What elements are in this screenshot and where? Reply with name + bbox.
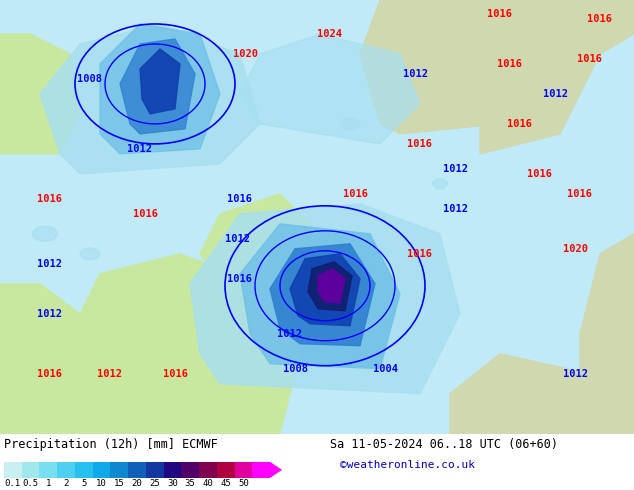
Text: 1016: 1016	[507, 119, 533, 129]
Text: 1016: 1016	[488, 9, 512, 19]
Text: 1016: 1016	[588, 14, 612, 24]
Ellipse shape	[432, 179, 448, 189]
Text: 1012: 1012	[443, 204, 467, 214]
Text: 1012: 1012	[127, 144, 153, 154]
Text: 0.1: 0.1	[5, 479, 21, 488]
Text: 0.5: 0.5	[23, 479, 39, 488]
Ellipse shape	[32, 226, 58, 241]
Polygon shape	[100, 24, 220, 154]
Text: 20: 20	[132, 479, 143, 488]
Text: 1016: 1016	[578, 54, 602, 64]
Text: 1016: 1016	[567, 189, 593, 199]
Ellipse shape	[80, 248, 100, 260]
Bar	[110, 462, 128, 478]
Text: 1012: 1012	[37, 259, 63, 269]
Text: 15: 15	[114, 479, 125, 488]
Text: 1012: 1012	[443, 164, 467, 174]
Polygon shape	[60, 254, 300, 434]
Bar	[217, 462, 235, 478]
Text: 45: 45	[220, 479, 231, 488]
Text: 5: 5	[81, 479, 86, 488]
Text: 1016: 1016	[498, 59, 522, 69]
Bar	[199, 462, 217, 478]
Text: 1012: 1012	[543, 89, 567, 99]
Ellipse shape	[340, 118, 360, 130]
Text: ©weatheronline.co.uk: ©weatheronline.co.uk	[340, 460, 475, 470]
Text: 1004: 1004	[373, 364, 398, 374]
Text: 1012: 1012	[226, 234, 250, 244]
Text: 1020: 1020	[233, 49, 257, 59]
Text: 10: 10	[96, 479, 107, 488]
Bar	[146, 462, 164, 478]
Text: 1016: 1016	[162, 368, 188, 379]
Polygon shape	[450, 354, 634, 434]
Text: 1012: 1012	[403, 69, 427, 79]
Polygon shape	[140, 49, 180, 114]
Text: 1024: 1024	[318, 29, 342, 39]
Bar	[22, 462, 39, 478]
Polygon shape	[240, 224, 400, 368]
Bar	[4, 462, 22, 478]
Text: 1012: 1012	[278, 329, 302, 339]
Text: Precipitation (12h) [mm] ECMWF: Precipitation (12h) [mm] ECMWF	[4, 438, 217, 451]
Bar	[39, 462, 57, 478]
Text: 1016: 1016	[228, 194, 252, 204]
Text: 1008: 1008	[77, 74, 103, 84]
Ellipse shape	[371, 249, 389, 259]
Polygon shape	[270, 244, 375, 346]
Text: Sa 11-05-2024 06..18 UTC (06+60): Sa 11-05-2024 06..18 UTC (06+60)	[330, 438, 558, 451]
Bar	[57, 462, 75, 478]
Text: 1012: 1012	[98, 368, 122, 379]
Text: 1016: 1016	[527, 169, 552, 179]
Text: 25: 25	[150, 479, 160, 488]
Text: 1016: 1016	[133, 209, 157, 219]
Text: 2: 2	[63, 479, 68, 488]
Bar	[164, 462, 181, 478]
Text: 40: 40	[202, 479, 213, 488]
Text: 1016: 1016	[37, 368, 63, 379]
Text: 1012: 1012	[562, 368, 588, 379]
Polygon shape	[290, 254, 360, 326]
FancyArrow shape	[270, 462, 282, 478]
Text: 35: 35	[185, 479, 195, 488]
Text: 30: 30	[167, 479, 178, 488]
Polygon shape	[0, 284, 100, 434]
Text: 1012: 1012	[37, 309, 63, 319]
Text: 1: 1	[46, 479, 51, 488]
Text: 1016: 1016	[408, 249, 432, 259]
Polygon shape	[200, 194, 320, 294]
Polygon shape	[190, 204, 460, 393]
Text: 1020: 1020	[562, 244, 588, 254]
Bar	[235, 462, 252, 478]
Polygon shape	[360, 0, 520, 134]
Text: 1008: 1008	[283, 364, 307, 374]
Text: 1016: 1016	[342, 189, 368, 199]
Polygon shape	[120, 39, 195, 134]
Polygon shape	[308, 262, 352, 311]
Polygon shape	[0, 34, 80, 154]
Polygon shape	[240, 34, 420, 144]
Polygon shape	[480, 0, 634, 154]
Bar	[75, 462, 93, 478]
Bar	[93, 462, 110, 478]
Polygon shape	[318, 269, 345, 303]
Polygon shape	[580, 234, 634, 434]
Text: 1016: 1016	[228, 274, 252, 284]
Polygon shape	[40, 24, 260, 174]
Bar	[128, 462, 146, 478]
Bar	[252, 462, 270, 478]
Bar	[181, 462, 199, 478]
Text: 50: 50	[238, 479, 249, 488]
Text: 1016: 1016	[37, 194, 63, 204]
Text: 1016: 1016	[408, 139, 432, 149]
